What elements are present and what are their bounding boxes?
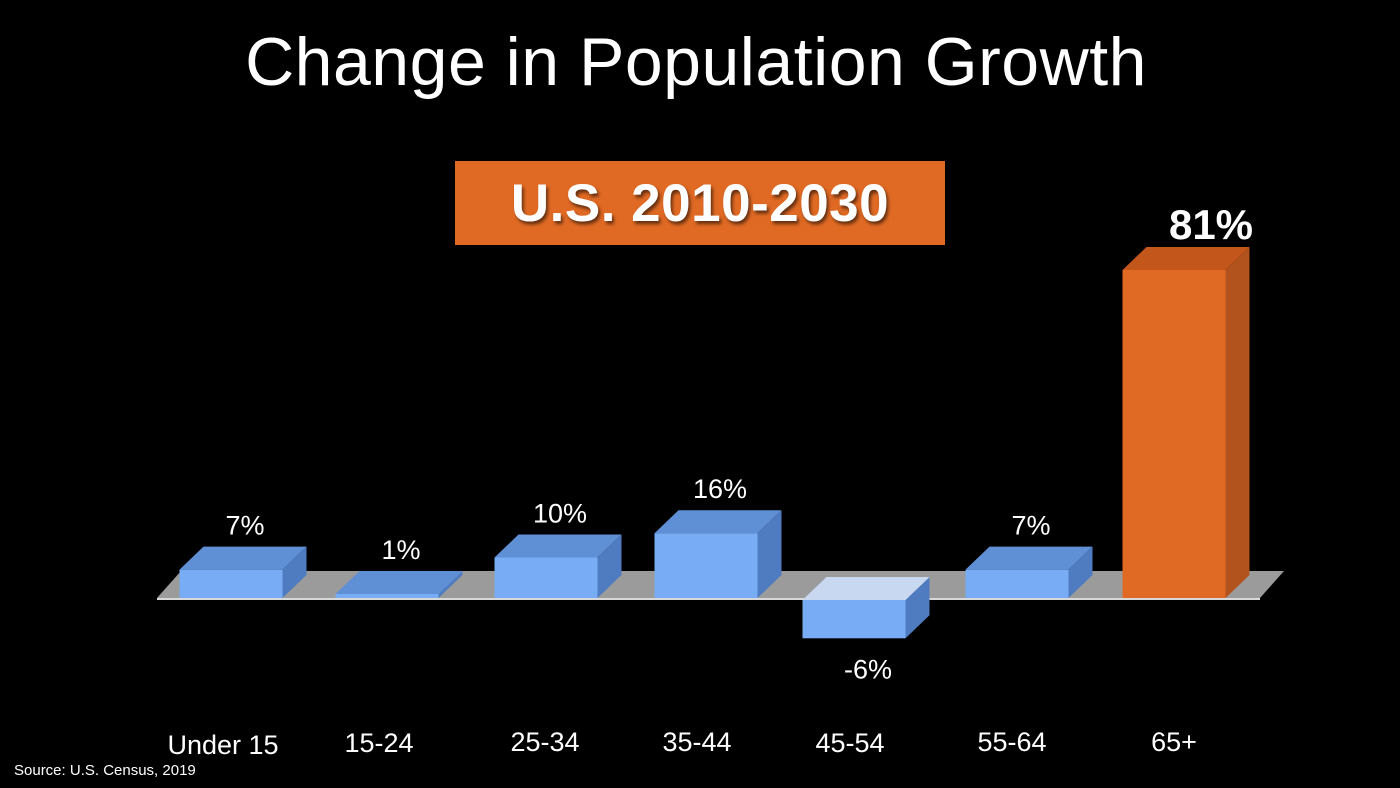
bar-side-1 <box>438 570 463 598</box>
tick-label-1: 15-24 <box>344 728 413 758</box>
bar-top-4 <box>802 577 930 600</box>
tick-label-5: 55-64 <box>977 727 1046 757</box>
bar-2 <box>494 557 598 598</box>
data-label-3: 16% <box>693 474 747 504</box>
data-label-6: 81% <box>1169 201 1253 248</box>
source-note: Source: U.S. Census, 2019 <box>14 762 196 779</box>
data-label-4: -6% <box>844 654 892 684</box>
tick-label-2: 25-34 <box>510 727 579 757</box>
tick-label-4: 45-54 <box>815 728 884 758</box>
bar-top-1 <box>335 570 463 594</box>
bar-side-0 <box>282 546 307 598</box>
bar-5 <box>965 569 1069 598</box>
bar-side-6 <box>1225 246 1250 598</box>
bar-side-2 <box>597 534 622 598</box>
data-label-2: 10% <box>533 499 587 529</box>
tick-label-0: Under 15 <box>167 730 278 760</box>
tick-label-3: 35-44 <box>662 727 731 757</box>
data-label-5: 7% <box>1011 511 1050 541</box>
bar-top-2 <box>494 534 622 558</box>
bar-side-3 <box>757 510 782 598</box>
bar-top-5 <box>965 546 1093 570</box>
bar-0 <box>179 569 283 598</box>
data-label-1: 1% <box>381 535 420 565</box>
bar-3 <box>654 533 758 598</box>
bar-top-3 <box>654 510 782 534</box>
tick-label-6: 65+ <box>1151 727 1197 757</box>
subtitle-text: U.S. 2010-2030 <box>510 173 890 233</box>
bar-top-6 <box>1122 246 1250 270</box>
bar-side-4 <box>905 577 930 639</box>
bar-6 <box>1122 269 1226 598</box>
data-label-0: 7% <box>225 511 264 541</box>
bar-1 <box>335 593 439 598</box>
chart-title: Change in Population Growth <box>245 24 1147 100</box>
bar-4 <box>802 600 906 639</box>
bar-top-0 <box>179 546 307 570</box>
subtitle-banner: U.S. 2010-2030 <box>455 161 945 245</box>
bar-side-5 <box>1068 546 1093 598</box>
